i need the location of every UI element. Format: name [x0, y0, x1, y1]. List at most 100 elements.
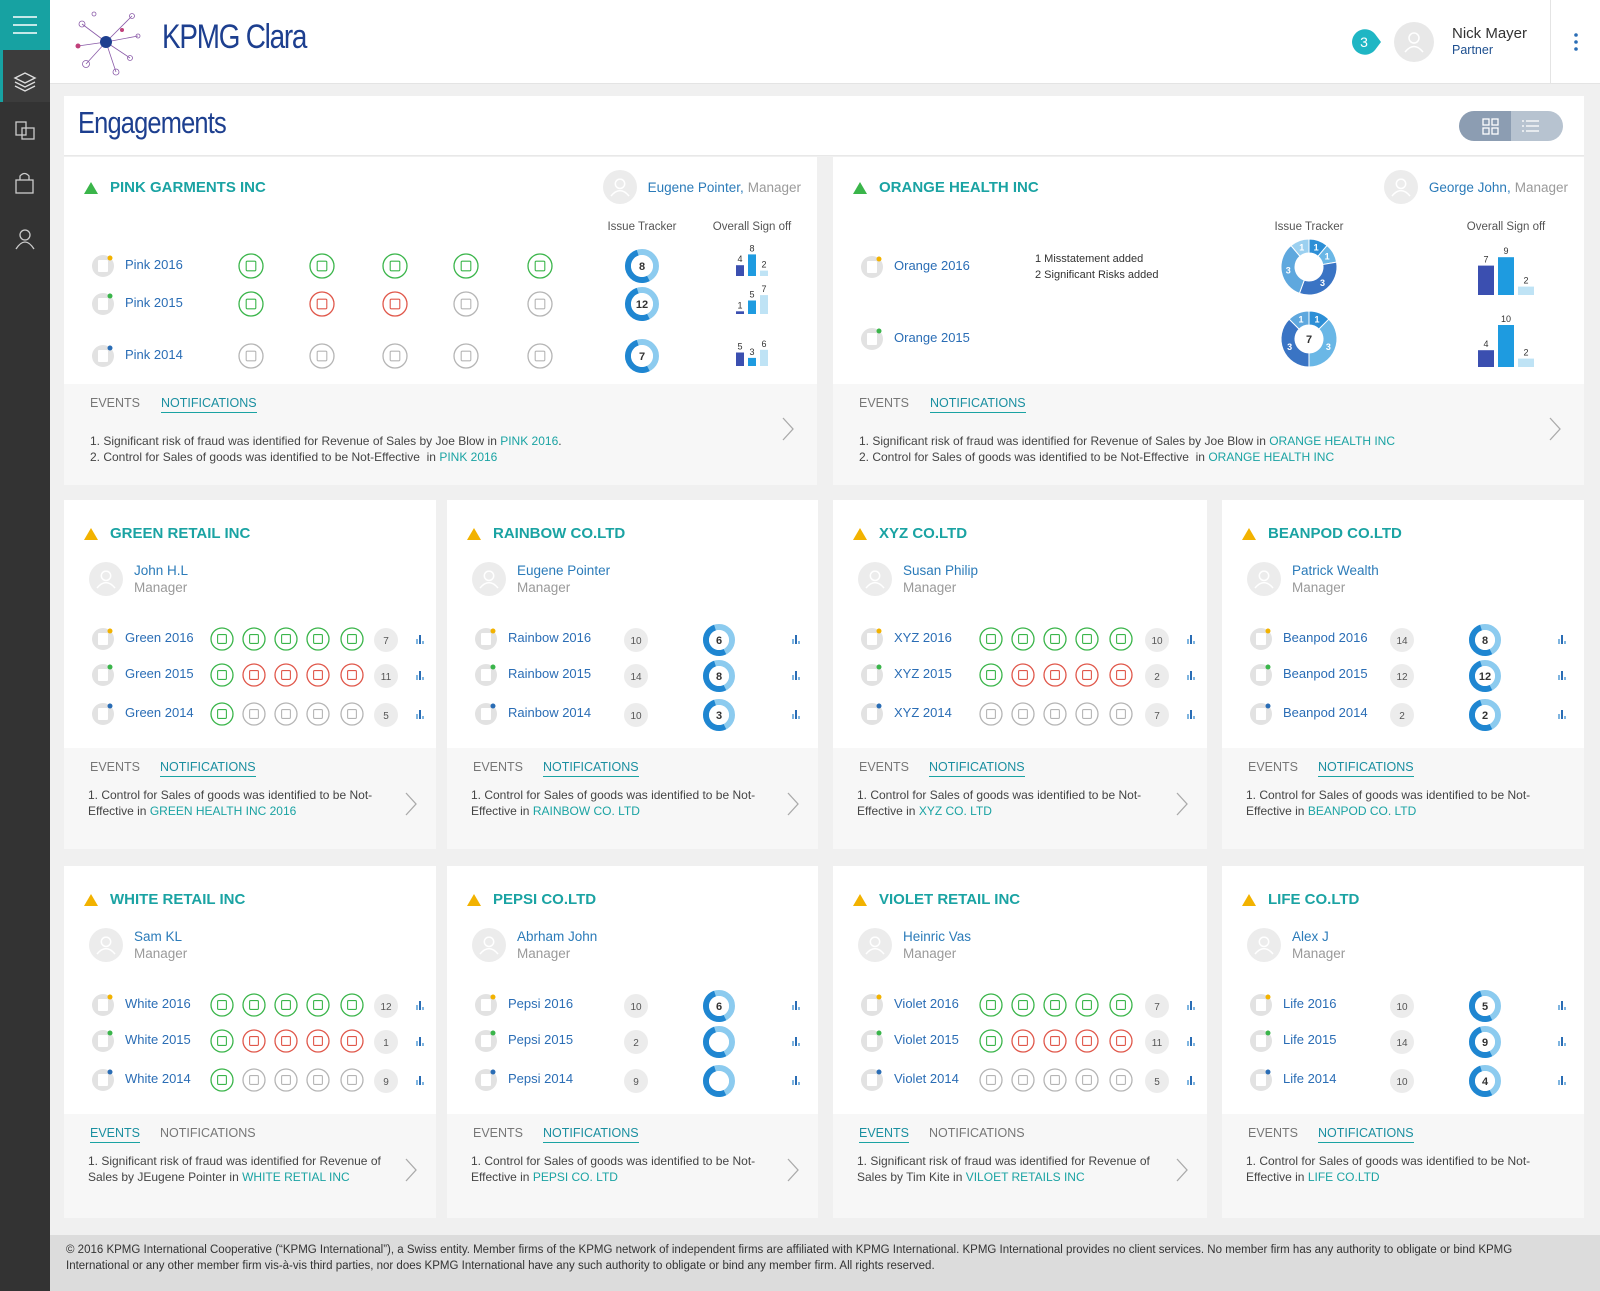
user-icon[interactable]	[15, 229, 35, 250]
card-tab[interactable]: NOTIFICATIONS	[543, 760, 639, 777]
card-tab[interactable]: EVENTS	[90, 1126, 141, 1143]
year-link[interactable]: Violet 2014	[894, 1071, 959, 1086]
client-name[interactable]: GREEN RETAIL INC	[110, 525, 251, 542]
year-link[interactable]: Pepsi 2014	[508, 1071, 574, 1086]
card-tab[interactable]: NOTIFICATIONS	[161, 396, 257, 413]
year-link[interactable]: Rainbow 2016	[508, 630, 592, 645]
client-name[interactable]: WHITE RETAIL INC	[110, 891, 246, 908]
year-link[interactable]: Green 2014	[125, 705, 194, 720]
card-tab[interactable]: NOTIFICATIONS	[929, 760, 1025, 777]
year-link[interactable]: Beanpod 2014	[1283, 705, 1368, 720]
year-link[interactable]: Life 2014	[1283, 1071, 1337, 1086]
year-link[interactable]: Violet 2016	[894, 996, 959, 1011]
card-tab[interactable]: EVENTS	[859, 760, 910, 774]
card-tab[interactable]: EVENTS	[859, 1126, 910, 1143]
year-link[interactable]: Life 2016	[1283, 996, 1337, 1011]
next-chevron[interactable]	[1549, 417, 1561, 441]
card-tab[interactable]: NOTIFICATIONS	[1318, 1126, 1414, 1143]
year-link[interactable]: Rainbow 2015	[508, 666, 592, 681]
year-link[interactable]: Beanpod 2016	[1283, 630, 1368, 645]
notification-link[interactable]: PINK 2016	[500, 434, 559, 448]
client-name[interactable]: BEANPOD CO.LTD	[1268, 525, 1402, 542]
card-tab[interactable]: NOTIFICATIONS	[1318, 760, 1414, 777]
year-icon-doc	[481, 1074, 491, 1086]
year-link[interactable]: XYZ 2016	[894, 630, 952, 645]
documents-icon[interactable]	[15, 121, 35, 140]
notification-link[interactable]: PEPSI CO. LTD	[532, 1170, 618, 1184]
next-chevron[interactable]	[1176, 792, 1188, 816]
donut-accent	[1469, 990, 1493, 1022]
card-tab[interactable]: EVENTS	[1248, 1126, 1299, 1140]
donut-hole	[709, 666, 729, 686]
card-tab[interactable]: EVENTS	[1248, 760, 1299, 774]
stage-glyph	[347, 1000, 357, 1010]
next-chevron[interactable]	[787, 1158, 799, 1182]
card-tab[interactable]: EVENTS	[90, 396, 141, 410]
user-avatar[interactable]	[1393, 21, 1435, 63]
notification-link[interactable]: ORANGE HEALTH INC	[1208, 450, 1335, 464]
year-link[interactable]: XYZ 2014	[894, 705, 952, 720]
client-name[interactable]: XYZ CO.LTD	[879, 525, 968, 542]
year-link[interactable]: Orange 2016	[894, 258, 970, 273]
stage-icon	[238, 253, 264, 279]
card-tab[interactable]: NOTIFICATIONS	[929, 1126, 1025, 1140]
next-chevron[interactable]	[787, 792, 799, 816]
stage-glyph	[1082, 1036, 1092, 1046]
notification-link[interactable]: WHITE RETIAL INC	[242, 1170, 350, 1184]
client-name[interactable]: PEPSI CO.LTD	[493, 891, 597, 908]
more-menu[interactable]	[1570, 30, 1582, 54]
year-link[interactable]: Pink 2014	[125, 347, 183, 362]
issue-count: 8	[1482, 635, 1488, 647]
next-chevron[interactable]	[1176, 1158, 1188, 1182]
card-tab[interactable]: EVENTS	[473, 760, 524, 774]
client-name[interactable]: ORANGE HEALTH INC	[879, 179, 1039, 196]
notification-badge[interactable]: 3	[1348, 26, 1382, 58]
report-icon	[792, 639, 794, 644]
card-tab[interactable]: EVENTS	[473, 1126, 524, 1140]
notification-link[interactable]: BEANPOD CO. LTD	[1307, 804, 1417, 818]
card-tab[interactable]: NOTIFICATIONS	[930, 396, 1026, 413]
next-chevron[interactable]	[405, 1158, 417, 1182]
year-link[interactable]: Pepsi 2015	[508, 1032, 574, 1047]
notification-link[interactable]: XYZ CO. LTD	[918, 804, 992, 818]
year-link[interactable]: Pink 2016	[125, 257, 183, 272]
client-name[interactable]: VIOLET RETAIL INC	[879, 891, 1021, 908]
card-tab[interactable]: EVENTS	[859, 396, 910, 410]
notification-link[interactable]: PINK 2016	[439, 450, 498, 464]
card-tab[interactable]: EVENTS	[90, 760, 141, 774]
notification-link[interactable]: VILOET RETAILS INC	[965, 1170, 1085, 1184]
year-link[interactable]: Green 2016	[125, 630, 194, 645]
year-link[interactable]: Rainbow 2014	[508, 705, 592, 720]
year-link[interactable]: White 2016	[125, 996, 191, 1011]
bag-icon[interactable]	[15, 172, 34, 194]
card-tab[interactable]: NOTIFICATIONS	[160, 760, 256, 777]
next-chevron[interactable]	[782, 417, 794, 441]
next-chevron[interactable]	[405, 792, 417, 816]
card-tab[interactable]: NOTIFICATIONS	[160, 1126, 256, 1140]
notification-link[interactable]: GREEN HEALTH INC 2016	[149, 804, 297, 818]
year-icon-doc	[98, 350, 108, 362]
year-link[interactable]: Beanpod 2015	[1283, 666, 1368, 681]
notification-link[interactable]: LIFE CO.LTD	[1307, 1170, 1380, 1184]
client-name[interactable]: PINK GARMENTS INC	[110, 179, 266, 196]
year-link[interactable]: XYZ 2015	[894, 666, 952, 681]
notification-link[interactable]: RAINBOW CO. LTD	[532, 804, 640, 818]
issue-count-badge: 12	[1396, 672, 1408, 683]
notification-link[interactable]: ORANGE HEALTH INC	[1269, 434, 1396, 448]
year-link[interactable]: Pepsi 2016	[508, 996, 574, 1011]
count-badge	[1145, 1030, 1169, 1054]
year-link[interactable]: White 2015	[125, 1032, 191, 1047]
year-link[interactable]: Orange 2015	[894, 330, 970, 345]
active-nav[interactable]	[0, 50, 50, 102]
client-name[interactable]: LIFE CO.LTD	[1268, 891, 1360, 908]
year-link[interactable]: Life 2015	[1283, 1032, 1337, 1047]
year-link[interactable]: Pink 2015	[125, 295, 183, 310]
client-name[interactable]: RAINBOW CO.LTD	[493, 525, 626, 542]
year-link[interactable]: Violet 2015	[894, 1032, 959, 1047]
stage-glyph	[347, 1075, 357, 1085]
year-link[interactable]: Green 2015	[125, 666, 194, 681]
stage-glyph	[249, 1075, 259, 1085]
card-tab[interactable]: NOTIFICATIONS	[543, 1126, 639, 1143]
year-link[interactable]: White 2014	[125, 1071, 191, 1086]
grid-view-button[interactable]	[1459, 111, 1511, 141]
